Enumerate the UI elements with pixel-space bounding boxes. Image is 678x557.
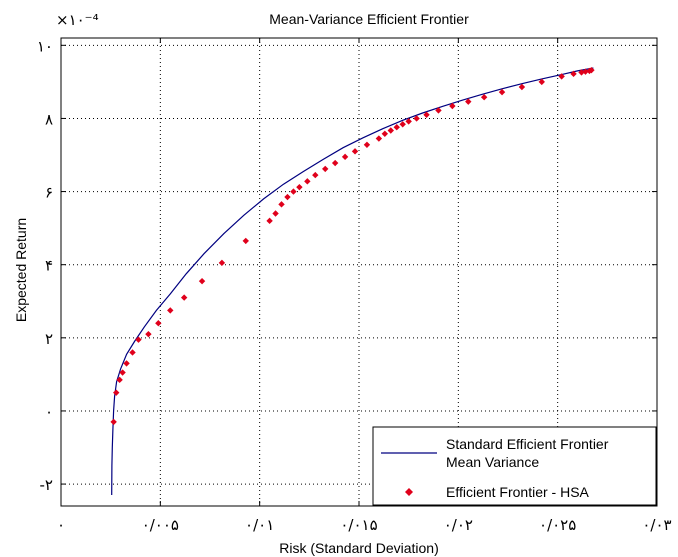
x-tick-label: ۰/۰۲	[444, 516, 473, 534]
hsa-point	[405, 118, 412, 125]
series-line-standard-frontier	[111, 67, 594, 496]
y-multiplier-label: ×۱۰⁻⁴	[56, 11, 99, 29]
hsa-point	[272, 210, 279, 217]
legend: Standard Efficient Frontier Mean Varianc…	[372, 426, 657, 506]
hsa-point	[155, 319, 162, 327]
hsa-point	[387, 127, 394, 134]
y-tick-label: -۲	[40, 476, 53, 494]
legend-diamond-marker	[405, 488, 413, 496]
x-tick-label: ۰/۰۲۵	[539, 516, 576, 534]
hsa-point	[582, 68, 589, 75]
x-tick-label: ۰/۰۱۵	[340, 516, 377, 534]
x-tick-label: ۰/۰۳	[642, 516, 671, 534]
hsa-point	[278, 201, 285, 208]
y-tick-label: ۸	[45, 110, 53, 128]
hsa-point	[363, 141, 371, 148]
y-tick-label: ۲	[45, 330, 53, 348]
hsa-point	[135, 336, 142, 343]
hsa-point	[341, 153, 349, 161]
hsa-point	[480, 94, 488, 101]
hsa-point	[518, 83, 526, 91]
y-axis-label: Expected Return	[13, 218, 29, 322]
chart-title: Mean-Variance Efficient Frontier	[269, 11, 469, 27]
legend-box	[372, 426, 657, 506]
hsa-point	[180, 294, 188, 301]
hsa-point	[435, 107, 442, 114]
x-tick-label: ۰/۰۰۵	[142, 516, 179, 534]
hsa-point	[423, 111, 430, 118]
axis-ticks: ۰ ۰/۰۰۵ ۰/۰۱ ۰/۰۱۵ ۰/۰۲ ۰/۰۲۵ ۰/۰۳ -۲ ۰ ۲ ۴ ۶ ۸ ۱۰	[37, 37, 672, 534]
hsa-point	[116, 376, 123, 384]
hsa-point	[538, 78, 545, 86]
x-tick-label: ۰	[57, 516, 65, 534]
hsa-point	[304, 178, 311, 185]
hsa-point	[110, 418, 117, 426]
hsa-point	[119, 369, 126, 376]
legend-entry-line-2: Mean Variance	[446, 454, 539, 470]
y-tick-label: ۶	[45, 184, 53, 202]
hsa-point	[266, 217, 273, 225]
hsa-point	[129, 349, 136, 356]
hsa-point	[413, 115, 420, 122]
hsa-point	[570, 70, 577, 78]
hsa-point	[145, 330, 152, 338]
hsa-point	[578, 69, 585, 76]
hsa-point	[198, 277, 206, 285]
y-tick-label: ۱۰	[37, 37, 53, 55]
legend-entry-line-1: Standard Efficient Frontier	[446, 436, 609, 452]
hsa-point	[284, 193, 291, 201]
hsa-point	[331, 159, 339, 167]
hsa-point	[290, 188, 297, 195]
legend-entry-hsa: Efficient Frontier - HSA	[446, 484, 590, 500]
x-tick-label: ۰/۰۱	[245, 516, 274, 534]
hsa-point	[449, 102, 456, 110]
hsa-point	[588, 66, 595, 74]
hsa-point	[167, 307, 174, 314]
hsa-point	[465, 98, 472, 105]
hsa-point	[123, 360, 130, 367]
hsa-point	[218, 259, 226, 267]
hsa-point	[113, 389, 120, 396]
series-group	[110, 66, 595, 496]
hsa-point	[322, 165, 329, 173]
hsa-point	[296, 183, 303, 191]
y-tick-label: ۰	[45, 403, 53, 421]
hsa-point	[558, 73, 565, 80]
hsa-point	[498, 88, 506, 96]
hsa-point	[381, 130, 389, 137]
hsa-point	[399, 121, 406, 128]
hsa-point	[242, 237, 249, 245]
hsa-point	[351, 148, 359, 155]
hsa-point	[393, 124, 400, 131]
y-tick-label: ۴	[45, 257, 53, 275]
hsa-point	[312, 171, 319, 179]
hsa-point	[375, 135, 383, 142]
x-axis-label: Risk (Standard Deviation)	[279, 540, 439, 556]
